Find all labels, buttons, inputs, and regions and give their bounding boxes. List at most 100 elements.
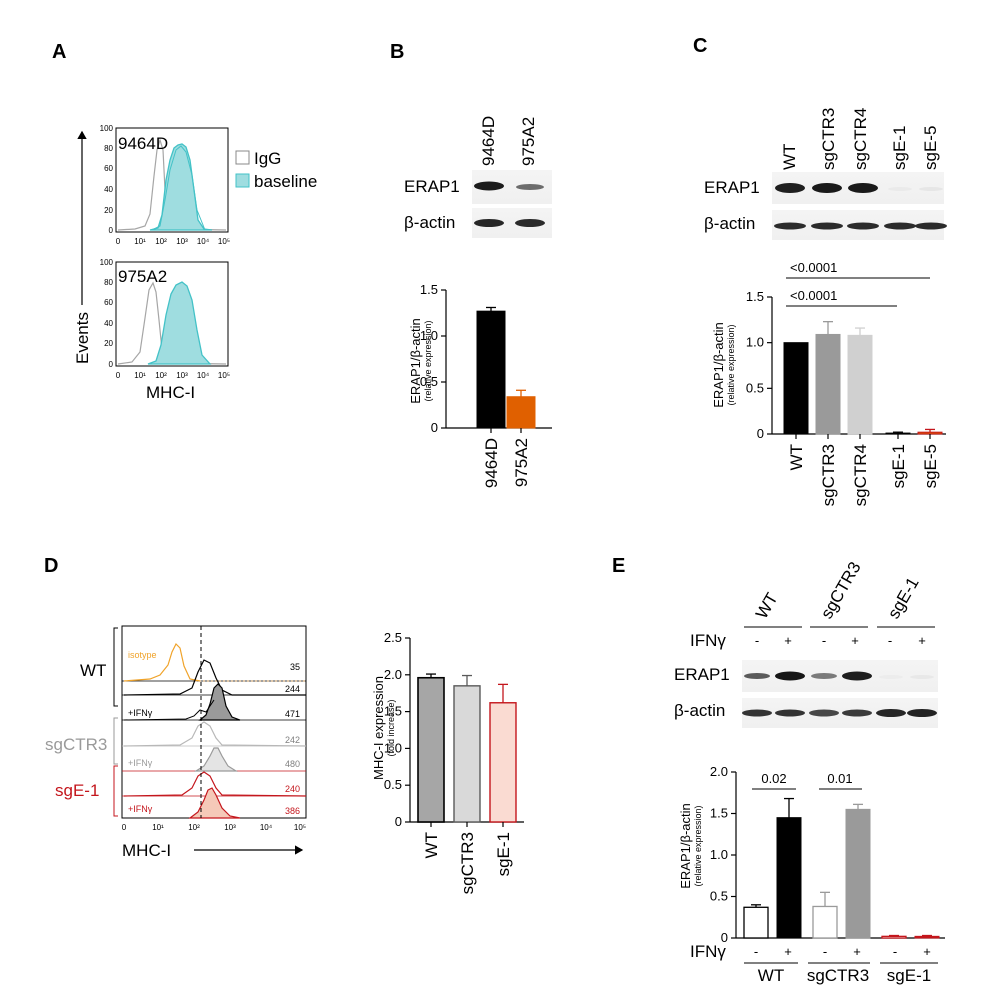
x-tick-label: 9464D <box>482 438 501 488</box>
y-tick-label: 1.0 <box>710 847 728 862</box>
legend-swatch-igg <box>235 150 250 165</box>
mfi-value: 240 <box>285 784 300 794</box>
x-group-label: sgE-1 <box>887 966 931 985</box>
panel-a-histogram-top: 9464D <box>115 127 229 233</box>
bar <box>783 342 809 435</box>
mfi-value: 471 <box>285 709 300 719</box>
y-tick-label: 0.5 <box>384 777 402 792</box>
group-bracket-sgctr3 <box>113 717 118 765</box>
lane-label: sgE-1 <box>890 126 909 170</box>
bar <box>776 817 802 939</box>
overlay-frame <box>121 625 307 819</box>
blot-band <box>744 673 770 679</box>
x-tick-label: sgCTR3 <box>819 444 838 506</box>
treatment-label: IFNγ <box>690 631 726 650</box>
treatment-sign: - <box>823 944 827 959</box>
ytick-label: 100 <box>100 124 114 133</box>
bar <box>845 808 871 939</box>
panel-a-legend: IgG baseline <box>235 149 317 191</box>
blot-band <box>876 709 906 717</box>
xtick-label: 10¹ <box>152 823 164 832</box>
y-axis-label: MHC-I expression <box>371 676 386 780</box>
events-label: Events <box>73 312 92 364</box>
blot-group-label: WT <box>752 590 782 622</box>
xtick-label: 10⁵ <box>294 823 306 832</box>
blot-background <box>742 660 938 692</box>
lane-label: WT <box>780 144 799 170</box>
xtick-label: 0 <box>116 237 121 246</box>
lane-label: 9464D <box>479 116 498 166</box>
blot-band <box>775 671 805 681</box>
lane-label: sgE-5 <box>921 126 940 170</box>
treatment-sign: + <box>918 633 926 648</box>
blot-band <box>884 222 916 230</box>
treatment-sign: - <box>893 944 897 959</box>
lane-label: 975A2 <box>519 117 538 166</box>
y-tick-label: 1.5 <box>384 704 402 719</box>
ytick-label: 60 <box>104 298 113 307</box>
treatment-sign: - <box>755 633 759 648</box>
y-tick-label: 2.0 <box>384 667 402 682</box>
lane-label: sgCTR4 <box>851 108 870 170</box>
blot-band <box>809 709 839 717</box>
y-tick-label: 1.0 <box>420 328 438 343</box>
xtick-label: 10⁵ <box>218 237 230 246</box>
x-tick-label: sgE-1 <box>889 444 908 488</box>
baseline-curve-top-2 <box>151 145 206 231</box>
xtick-label: 10¹ <box>134 371 146 380</box>
xtick-label: 10⁴ <box>260 823 273 832</box>
x-tick-label: sgE-1 <box>494 832 513 876</box>
y-axis-sublabel: (relative expression) <box>693 805 703 886</box>
ifn-label: +IFNγ <box>128 804 153 814</box>
xtick-label: 10³ <box>176 371 188 380</box>
y-tick-label: 0 <box>431 420 438 435</box>
y-tick-label: 1.5 <box>420 282 438 297</box>
y-tick-label: 1.5 <box>710 806 728 821</box>
lane-label: sgCTR3 <box>819 108 838 170</box>
ifn-label: +IFNγ <box>128 758 153 768</box>
xtick-label: 10³ <box>224 823 236 832</box>
x-tick-label: 975A2 <box>512 438 531 487</box>
blot-row-label: β-actin <box>674 701 725 720</box>
bar <box>847 334 873 435</box>
blot-band <box>879 675 903 679</box>
histogram-curve <box>123 721 307 747</box>
mfi-value: 35 <box>290 662 300 672</box>
panel-c-label: C <box>693 35 707 57</box>
p-value: <0.0001 <box>790 260 837 275</box>
mfi-values: 35 244 471 242 480 240 386 <box>285 662 300 816</box>
panel-c: C WT sgCTR3 sgCTR4 sgE-1 sgE-5 ERAP1 β-a… <box>693 35 947 506</box>
blot-band <box>811 673 837 679</box>
x-tick-label: sgCTR4 <box>851 444 870 506</box>
histogram-fill <box>188 787 241 819</box>
mfi-value: 480 <box>285 759 300 769</box>
xtick-label: 10² <box>188 823 200 832</box>
xtick-label: 10² <box>155 371 167 380</box>
panel-a-histogram-bottom: 975A2 <box>115 261 229 367</box>
y-tick-label: 0 <box>395 814 402 829</box>
y-axis-label: ERAP1/β-actin <box>408 318 423 404</box>
panel-b-label: B <box>390 41 404 63</box>
treatment-sign: - <box>888 633 892 648</box>
y-tick-label: 0.5 <box>420 374 438 389</box>
sample-name-bottom: 975A2 <box>118 267 167 286</box>
treatment-sign: + <box>853 944 861 959</box>
bar <box>881 935 907 939</box>
y-axis-sublabel: (relative expression) <box>423 320 433 401</box>
y-axis-sublabel: (relative expression) <box>726 324 736 405</box>
group-label-sgctr3: sgCTR3 <box>45 735 107 754</box>
bar <box>453 685 481 823</box>
x-tick-label: WT <box>787 444 806 470</box>
treatment-label: IFNγ <box>690 942 726 961</box>
ytick-label: 0 <box>109 360 114 369</box>
treatment-sign: + <box>784 944 792 959</box>
p-value: <0.0001 <box>790 288 837 303</box>
histogram-curve <box>123 699 215 721</box>
legend-label-baseline: baseline <box>254 172 317 191</box>
y-tick-label: 0.5 <box>746 380 764 395</box>
bar <box>417 676 445 823</box>
treatment-sign: - <box>754 944 758 959</box>
blot-band <box>811 222 843 230</box>
blot-band <box>742 709 772 717</box>
p-value: 0.02 <box>761 771 786 786</box>
